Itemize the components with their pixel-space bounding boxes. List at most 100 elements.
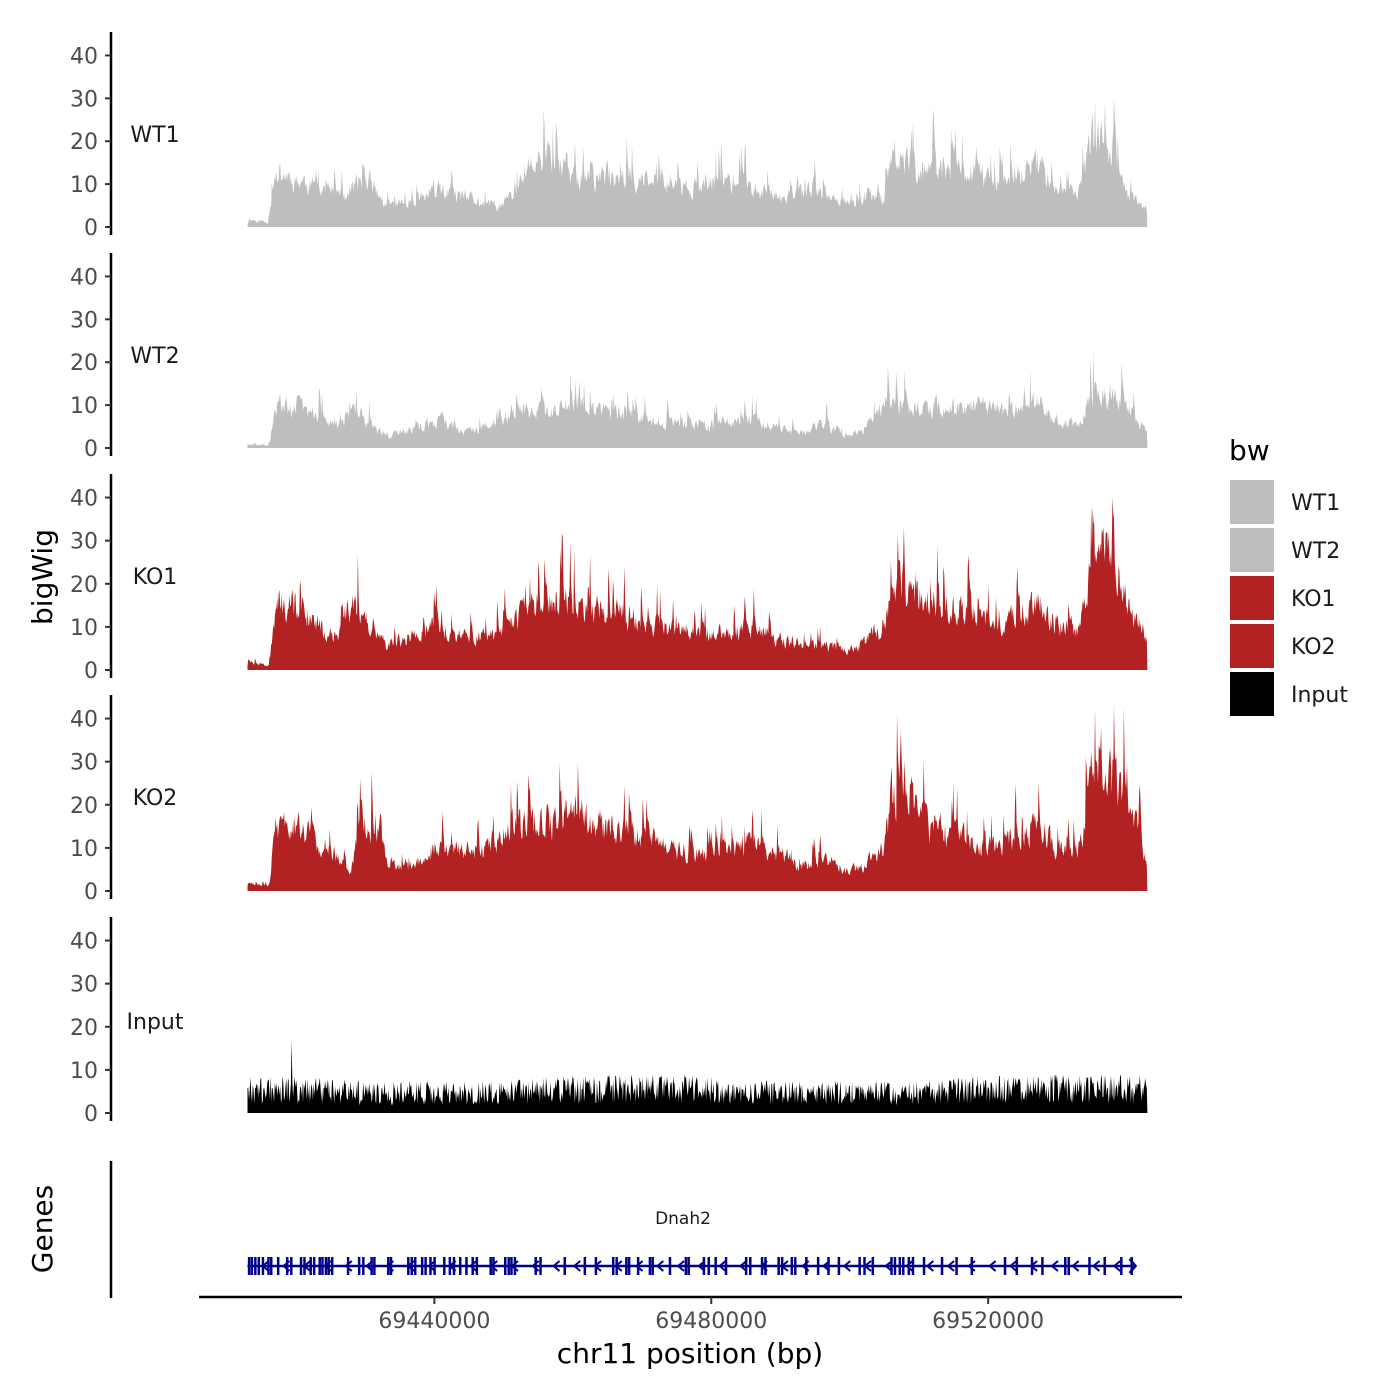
- x-tick-label: 69440000: [378, 1309, 490, 1334]
- exon: [1041, 1257, 1044, 1275]
- exon: [902, 1257, 905, 1275]
- exon: [303, 1257, 306, 1275]
- exon: [594, 1257, 598, 1275]
- exon: [257, 1257, 261, 1275]
- exon: [668, 1257, 672, 1275]
- exon: [651, 1257, 654, 1275]
- gene-track: Dnah2: [109, 1161, 1138, 1298]
- exon: [1120, 1257, 1123, 1275]
- strand-arrow: [884, 1260, 893, 1272]
- strand-arrow: [468, 1260, 478, 1272]
- exon: [583, 1257, 587, 1275]
- strand-arrow: [427, 1260, 436, 1272]
- coverage-area-ko1: [247, 497, 1148, 670]
- exon: [330, 1257, 334, 1275]
- coverage-area-input: [247, 1039, 1148, 1113]
- legend-swatch-input: [1230, 672, 1274, 716]
- strand-arrow: [572, 1260, 581, 1272]
- y-tick-label: 0: [84, 1102, 98, 1127]
- y-tick-label: 0: [84, 880, 98, 905]
- track-label: WT2: [130, 344, 179, 369]
- exon: [687, 1257, 690, 1275]
- exon: [290, 1257, 293, 1275]
- exon: [327, 1257, 330, 1275]
- exon: [563, 1257, 567, 1275]
- exon: [410, 1257, 414, 1275]
- exon: [492, 1257, 495, 1275]
- exon: [386, 1257, 390, 1275]
- y-tick-label: 20: [70, 1016, 98, 1041]
- exon: [312, 1257, 316, 1275]
- exon: [276, 1257, 280, 1275]
- y-axis-title: bigWig: [26, 529, 59, 625]
- coverage-area-wt2: [247, 349, 1148, 448]
- exon: [648, 1257, 652, 1275]
- exon: [539, 1257, 542, 1275]
- y-tick-label: 0: [84, 659, 98, 684]
- strand-arrow: [738, 1260, 748, 1272]
- track-label: KO1: [133, 565, 178, 590]
- exon: [389, 1257, 393, 1275]
- exon: [407, 1257, 410, 1275]
- exon: [373, 1257, 376, 1275]
- exon: [267, 1257, 270, 1275]
- legend-swatch-ko1: [1230, 576, 1274, 620]
- legend-label-wt2: WT2: [1291, 539, 1340, 564]
- y-tick-label: 20: [70, 351, 98, 376]
- exon: [863, 1257, 866, 1275]
- exon: [611, 1257, 615, 1275]
- exon: [261, 1257, 265, 1275]
- legend-swatch-wt1: [1230, 480, 1274, 524]
- y-tick-label: 40: [70, 487, 98, 512]
- y-tick-label: 20: [70, 573, 98, 598]
- y-tick-label: 10: [70, 394, 98, 419]
- exon: [615, 1257, 618, 1275]
- legend-swatch-wt2: [1230, 528, 1274, 572]
- legend-label-ko1: KO1: [1291, 587, 1336, 612]
- legend-label-input: Input: [1291, 683, 1348, 708]
- exon: [890, 1257, 893, 1275]
- exon: [534, 1257, 537, 1275]
- exon: [309, 1257, 312, 1275]
- genes-axis-title: Genes: [26, 1185, 59, 1273]
- track-input: 0 10 20 30 40 Input: [70, 917, 1148, 1127]
- track-label: KO2: [133, 786, 178, 811]
- exon: [475, 1257, 479, 1275]
- exon: [362, 1257, 365, 1275]
- exon: [858, 1257, 861, 1275]
- exon: [324, 1257, 328, 1275]
- exon: [827, 1257, 830, 1275]
- y-tick-label: 40: [70, 44, 98, 69]
- exon: [940, 1257, 944, 1275]
- y-tick-label: 20: [70, 130, 98, 155]
- exon: [1030, 1257, 1034, 1275]
- exon: [254, 1257, 257, 1275]
- exon: [1088, 1257, 1091, 1275]
- track-label: Input: [127, 1010, 184, 1035]
- y-tick-label: 10: [70, 173, 98, 198]
- exon: [299, 1257, 303, 1275]
- exon: [503, 1257, 507, 1275]
- exon: [816, 1257, 820, 1275]
- gene-end-marker: [1128, 1258, 1138, 1274]
- exon: [452, 1257, 456, 1275]
- exon: [955, 1257, 958, 1275]
- strand-arrow: [718, 1260, 727, 1272]
- strand-arrow: [1050, 1260, 1059, 1272]
- x-axis: 69440000 69480000 69520000 chr11 position …: [199, 1295, 1182, 1370]
- exon: [907, 1257, 911, 1275]
- exon: [465, 1257, 468, 1275]
- x-axis-title: chr11 position (bp): [557, 1337, 823, 1370]
- y-tick-label: 10: [70, 1059, 98, 1084]
- y-tick-label: 40: [70, 708, 98, 733]
- strand-arrow: [551, 1260, 561, 1272]
- y-tick-label: 30: [70, 87, 98, 112]
- exon: [1015, 1257, 1019, 1275]
- exon: [513, 1257, 517, 1275]
- strand-arrow: [1112, 1260, 1121, 1272]
- exon: [777, 1257, 780, 1275]
- track-wt2: 0 10 20 30 40 WT2: [70, 253, 1148, 462]
- exon: [1064, 1257, 1067, 1275]
- x-tick-label: 69520000: [932, 1309, 1044, 1334]
- exon: [627, 1257, 631, 1275]
